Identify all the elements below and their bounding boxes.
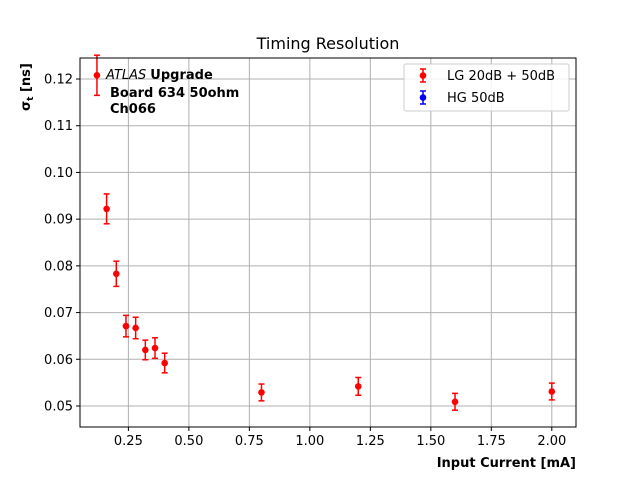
annotation-atlas: ATLAS (105, 68, 146, 83)
x-tick-label: 1.25 (356, 434, 385, 449)
data-point (151, 337, 159, 360)
legend-item-hg: HG 50dB (419, 90, 505, 106)
annotation-line-3: Ch066 (110, 102, 156, 117)
data-marker (93, 71, 101, 79)
data-point (132, 316, 139, 340)
data-point (451, 392, 459, 411)
y-axis-label-unit: [ns] (19, 63, 34, 96)
data-point (548, 382, 556, 401)
y-tick-label: 0.11 (44, 119, 73, 134)
y-tick-label: 0.07 (44, 306, 73, 321)
data-marker (451, 398, 459, 406)
x-tick-label: 1.75 (477, 434, 506, 449)
data-point (112, 260, 120, 288)
data-marker (142, 346, 149, 354)
legend-label-lg: LG 20dB + 50dB (447, 69, 555, 84)
data-marker (122, 322, 130, 330)
annotation-line-1: ATLAS Upgrade (105, 68, 213, 83)
legend-label-hg: HG 50dB (447, 91, 505, 106)
data-point (93, 54, 101, 97)
x-tick-label: 0.50 (174, 434, 203, 449)
data-marker (151, 344, 159, 352)
plot-frame (79, 57, 577, 428)
x-tick-label: 2.00 (537, 434, 566, 449)
x-axis-label: Input Current [mA] (437, 456, 576, 471)
data-point (161, 352, 168, 374)
x-tick-label: 1.50 (416, 434, 445, 449)
annotation-line-2: Board 634 50ohm (110, 86, 239, 101)
legend-marker-hg (419, 94, 427, 101)
x-tick-label: 0.75 (235, 434, 264, 449)
y-tick-label: 0.09 (44, 213, 73, 228)
chart-title: Timing Resolution (256, 34, 400, 53)
data-point (258, 383, 265, 402)
legend: LG 20dB + 50dB HG 50dB (403, 63, 570, 112)
data-marker (103, 205, 110, 213)
y-tick-label: 0.10 (44, 166, 73, 181)
atlas-annotation: ATLAS Upgrade Board 634 50ohm Ch066 (105, 68, 239, 117)
y-axis-label-subscript: t (26, 96, 36, 101)
data-point (142, 339, 149, 361)
data-point (354, 376, 362, 396)
data-point (122, 314, 130, 338)
x-axis-ticks: 0.25 0.50 0.75 1.00 1.25 1.50 1.75 2.00 (114, 427, 566, 449)
data-marker (161, 359, 168, 367)
data-marker (354, 383, 362, 390)
y-tick-label: 0.08 (44, 259, 73, 274)
x-tick-label: 0.25 (114, 434, 143, 449)
y-tick-label: 0.12 (44, 73, 73, 88)
data-marker (132, 324, 139, 332)
data-marker (548, 388, 556, 395)
grid-lines (80, 58, 576, 427)
data-points (93, 54, 556, 411)
y-axis-label: σt [ns] (19, 63, 36, 111)
legend-box (403, 63, 570, 112)
y-axis-ticks: 0.05 0.06 0.07 0.08 0.09 0.10 0.11 0.12 (44, 73, 80, 414)
y-tick-label: 0.06 (44, 353, 73, 368)
data-point (103, 193, 110, 225)
data-marker (258, 389, 265, 396)
legend-item-lg: LG 20dB + 50dB (419, 68, 555, 84)
y-axis-label-symbol: σ (19, 101, 34, 111)
y-tick-label: 0.05 (44, 399, 73, 414)
x-tick-label: 1.00 (295, 434, 324, 449)
legend-marker-lg (419, 72, 427, 79)
annotation-upgrade: Upgrade (150, 68, 213, 83)
data-marker (112, 270, 120, 278)
